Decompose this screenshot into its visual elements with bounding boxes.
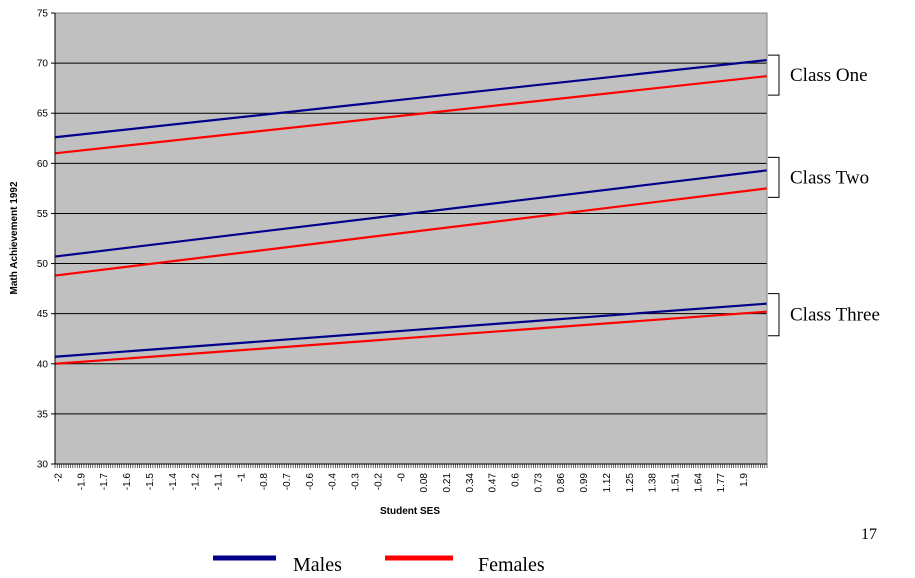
x-tick-label: 1.64	[693, 473, 704, 493]
x-tick-label: -1.6	[122, 473, 133, 491]
plot-area	[55, 13, 767, 464]
y-tick-label: 60	[37, 159, 49, 170]
class-annotations: Class One Class Two Class Three	[768, 55, 880, 336]
x-tick-label: 1.38	[648, 473, 659, 493]
legend: Males Females	[213, 554, 545, 576]
y-tick-label: 70	[37, 59, 49, 70]
x-tick-label: -1	[236, 473, 247, 482]
x-tick-label: -1.9	[76, 473, 87, 491]
x-tick-label: -1.2	[191, 473, 202, 491]
annotation-bracket	[768, 157, 779, 197]
x-tick-label: -0	[396, 473, 407, 482]
x-tick-label: 0.21	[442, 473, 453, 493]
y-tick-label: 45	[37, 309, 49, 320]
legend-label-females: Females	[478, 554, 545, 576]
x-tick-label: -0.4	[328, 473, 339, 491]
annotation-bracket	[768, 55, 779, 95]
x-tick-label: -2	[54, 473, 65, 482]
x-tick-label: 1.51	[670, 473, 681, 493]
annotation-label: Class Three	[790, 305, 880, 326]
y-tick-label: 50	[37, 259, 49, 270]
x-tick-label: 1.77	[716, 473, 727, 493]
y-tick-label: 55	[37, 209, 49, 220]
x-tick-label: 0.47	[488, 473, 499, 493]
x-tick-label: -0.7	[282, 473, 293, 491]
y-tick-label: 30	[37, 460, 49, 471]
annotation-label: Class One	[790, 65, 868, 86]
y-axis-title: Math Achievement 1992	[9, 181, 20, 294]
x-tick-label: -0.8	[259, 473, 270, 491]
y-tick-label: 75	[37, 9, 49, 20]
x-tick-label: -0.2	[373, 473, 384, 491]
page-number: 17	[861, 526, 877, 544]
x-tick-label: 0.86	[556, 473, 567, 493]
x-tick-label: 0.08	[419, 473, 430, 493]
x-tick-label: -1.4	[168, 473, 179, 491]
x-tick-label: -1.5	[145, 473, 156, 491]
x-axis-title: Student SES	[380, 506, 440, 517]
x-tick-label: 0.99	[579, 473, 590, 493]
x-tick-label: 1.25	[625, 473, 636, 493]
x-tick-label: 0.34	[465, 473, 476, 493]
annotation-label: Class Two	[790, 167, 869, 188]
y-tick-labels: 30 35 40 45 50 55 60 65 70 75	[37, 9, 49, 471]
x-tick-label: 0.6	[511, 473, 522, 487]
y-tick-label: 65	[37, 109, 49, 120]
x-tick-label: -0.3	[351, 473, 362, 491]
x-tick-label: -0.6	[305, 473, 316, 491]
x-tick-label: -1.7	[99, 473, 110, 491]
x-tick-label: 1.9	[739, 473, 750, 487]
legend-label-males: Males	[293, 554, 342, 576]
x-tick-label: 0.73	[533, 473, 544, 493]
x-tick-label: -1.1	[213, 473, 224, 491]
y-tick-label: 35	[37, 409, 49, 420]
x-tick-label: 1.12	[602, 473, 613, 493]
annotation-bracket	[768, 294, 779, 336]
y-tick-label: 40	[37, 359, 49, 370]
x-tick-labels: -2 -1.9 -1.7 -1.6 -1.5 -1.4 -1.2 -1.1 -1 -0.8 -0.7…	[54, 473, 751, 493]
